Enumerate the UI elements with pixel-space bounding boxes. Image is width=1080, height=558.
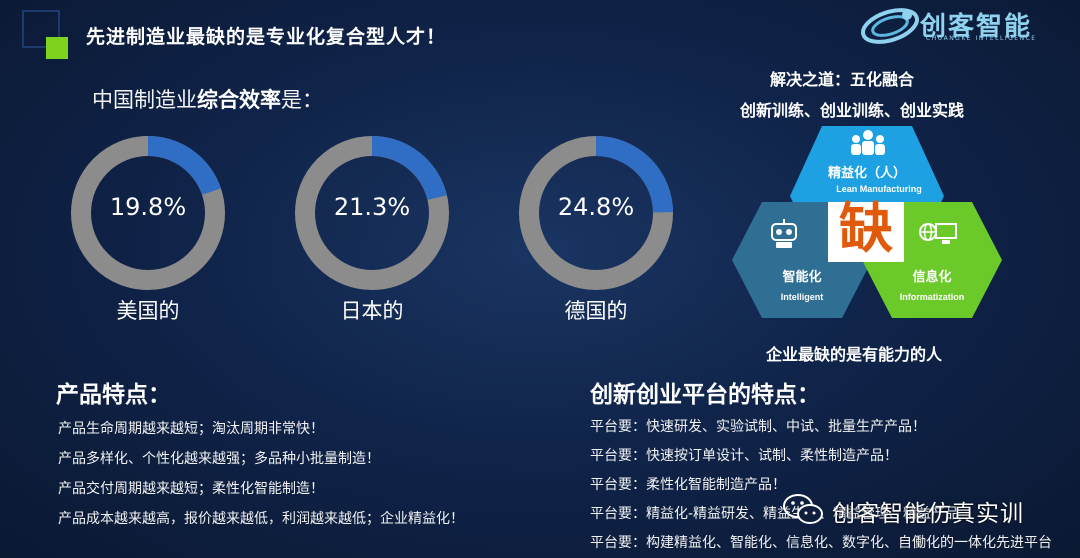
hexagon-intelligent-sub: Intelligent	[780, 292, 824, 302]
hexagon-lean-sub: Lean Manufacturing	[836, 184, 922, 194]
platform-features-title: 创新创业平台的特点：	[590, 382, 820, 408]
slide-title: 先进制造业最缺的是专业化复合型人才！	[86, 26, 447, 48]
donut-usa: 19.8% 美国的	[68, 133, 228, 323]
hexagon-informatization-label: 信息化	[912, 270, 952, 285]
efficiency-title: 中国制造业综合效率是：	[92, 84, 323, 114]
solution-subtitle: 创新训练、创业训练、创业实践	[740, 101, 965, 120]
donut-value: 19.8%	[109, 193, 187, 221]
efficiency-title-bold: 综合效率	[197, 88, 281, 112]
five-fusion-diagram: 精益化（人） Lean Manufacturing 智能化 Intelligen…	[732, 124, 1004, 340]
watermark-text: 创客智能仿真实训	[832, 501, 1024, 527]
brand-logo: 创客智能 CHUANGKE INTELLIGENCE	[858, 2, 1068, 48]
platform-feature-line: 平台要：柔性化智能制造产品！	[590, 477, 786, 493]
donut-segment	[519, 136, 673, 290]
donut-segment	[295, 136, 449, 290]
donut-label: 日本的	[340, 299, 404, 323]
corner-decoration-green	[46, 37, 68, 59]
hexagon-lean-label: 精益化（人）	[827, 166, 906, 181]
donut-ring	[295, 136, 449, 290]
platform-feature-line: 平台要：精益化-精益研发、精益生产、精益管理、精益产品	[590, 506, 960, 522]
platform-feature-line: 平台要：快速研发、实验试制、中试、批量生产产品！	[590, 419, 926, 435]
product-feature-line: 产品生命周期越来越短；淘汰周期非常快！	[58, 421, 324, 437]
product-feature-line: 产品交付周期越来越短；柔性化智能制造！	[58, 481, 324, 497]
donut-ring	[519, 136, 673, 290]
platform-feature-line: 平台要：构建精益化、智能化、信息化、数字化、自働化的一体化先进平台	[590, 535, 1052, 551]
platform-feature-line: 平台要：快速按订单设计、试制、柔性制造产品！	[590, 448, 898, 464]
team-icon	[851, 130, 885, 155]
robot-icon	[771, 219, 797, 248]
efficiency-title-prefix: 中国制造业	[92, 88, 197, 112]
logo-name: 创客智能	[920, 12, 1033, 42]
solution-caption: 企业最缺的是有能力的人	[766, 345, 943, 364]
product-feature-line: 产品多样化、个性化越来越强；多品种小批量制造！	[58, 451, 380, 467]
center-char-text: 缺	[839, 197, 893, 260]
solution-title: 解决之道：五化融合	[770, 70, 915, 89]
donut-segment	[71, 136, 225, 290]
logo-subtitle: CHUANGKE INTELLIGENCE	[926, 35, 1037, 42]
donut-value: 21.3%	[333, 193, 411, 221]
donut-ring	[71, 136, 225, 290]
logo-mark-icon	[861, 8, 919, 44]
donut-japan: 21.3% 日本的	[292, 133, 452, 323]
product-features-title: 产品特点：	[56, 382, 171, 408]
center-char: 缺	[828, 198, 904, 260]
hexagon-informatization-sub: Informatization	[899, 292, 965, 302]
center-char-box	[828, 202, 904, 262]
donut-label: 美国的	[116, 299, 180, 323]
donut-label: 德国的	[564, 299, 628, 323]
hexagon-intelligent-label: 智能化	[782, 270, 822, 285]
wechat-icon	[783, 494, 823, 524]
efficiency-title-suffix: 是：	[281, 88, 323, 112]
donut-germany: 24.8% 德国的	[516, 133, 676, 323]
computer-globe-icon	[919, 223, 957, 244]
donut-value: 24.8%	[557, 193, 635, 221]
wechat-watermark: 创客智能仿真实训	[782, 492, 1072, 532]
product-feature-line: 产品成本越来越高，报价越来越低，利润越来越低；企业精益化！	[58, 511, 464, 527]
corner-decoration-outline	[22, 10, 60, 48]
